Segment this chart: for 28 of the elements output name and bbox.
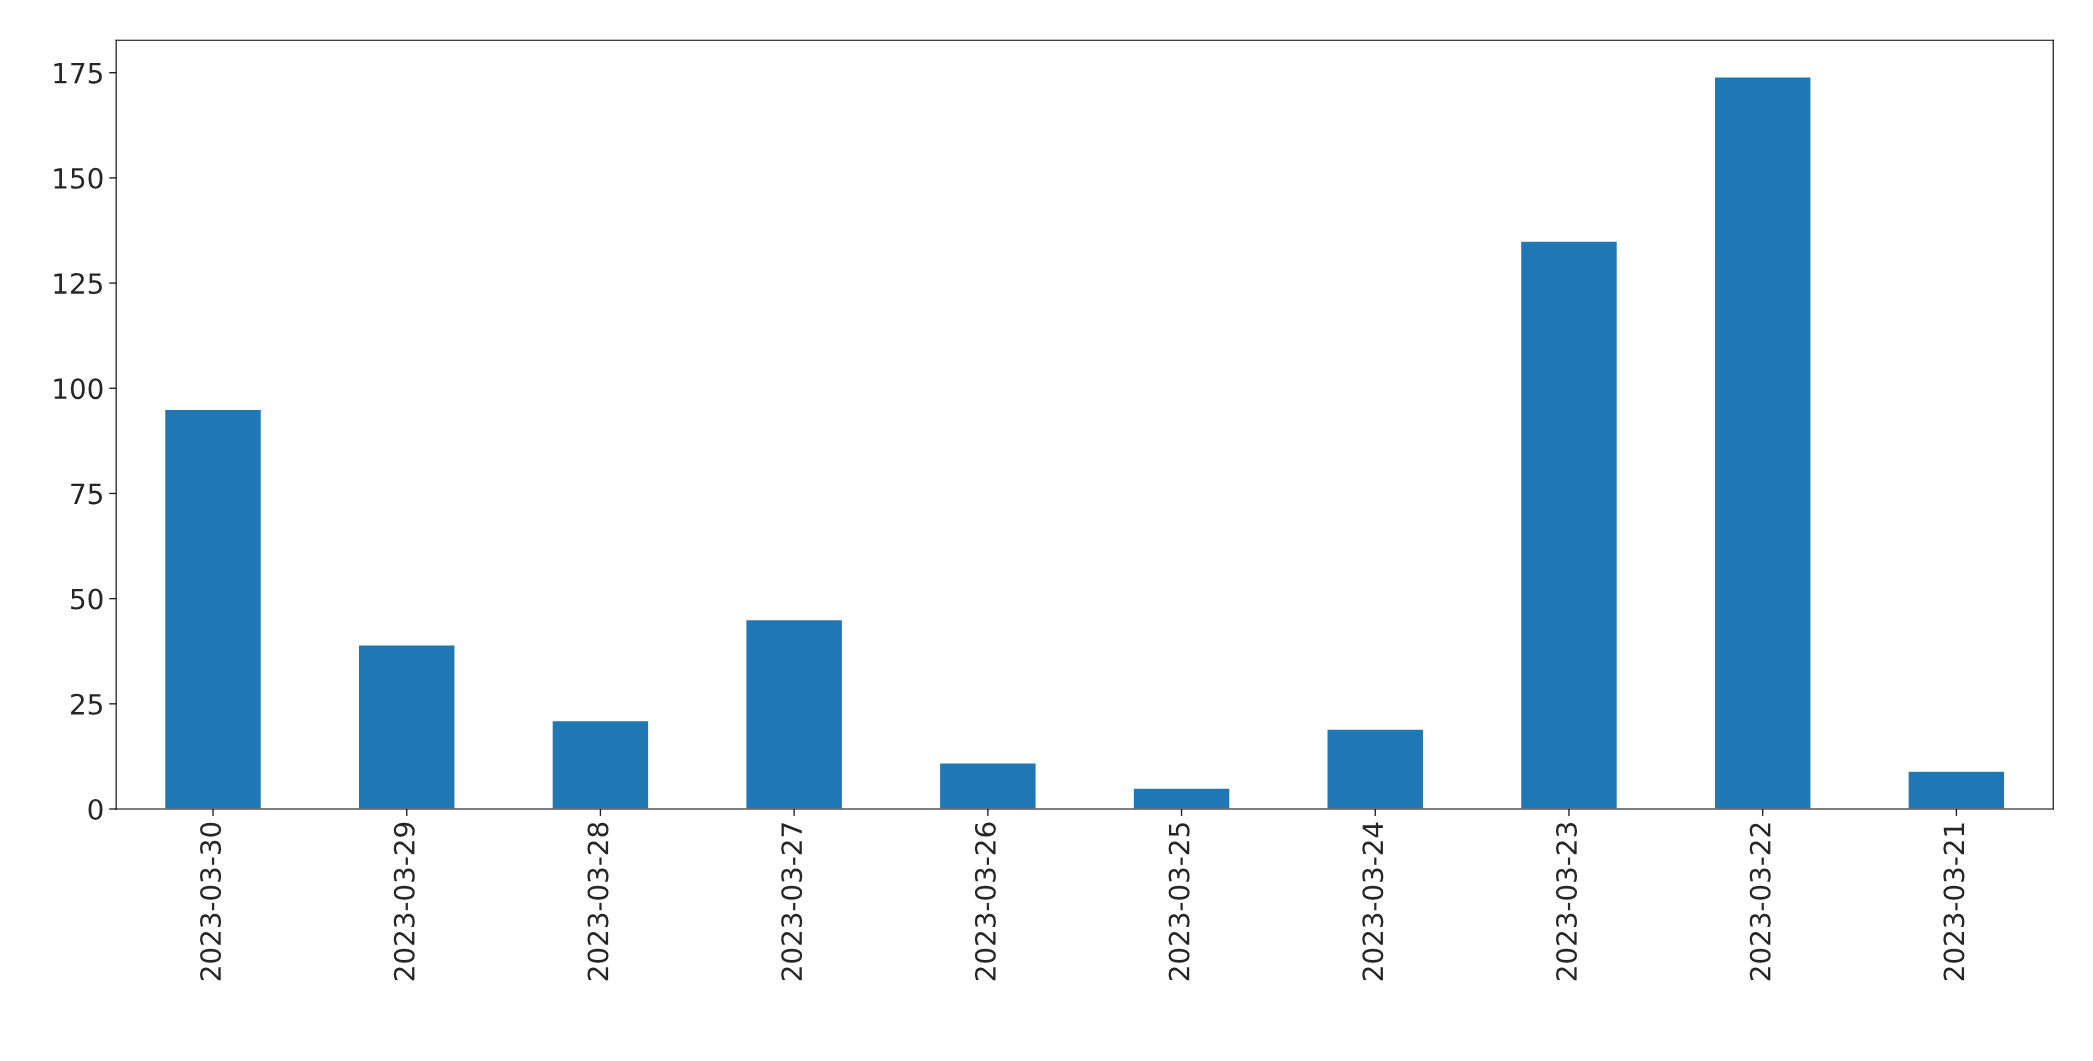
x-tick-label: 2023-03-22: [1749, 823, 1771, 981]
x-tick-label: 2023-03-29: [393, 822, 415, 981]
y-tick-label: 75: [71, 483, 102, 505]
x-tick-label: 2023-03-23: [1556, 823, 1578, 981]
bar: [1907, 770, 2006, 810]
x-tick-label: 2023-03-25: [1168, 823, 1190, 981]
y-tick-label: 175: [54, 63, 102, 84]
y-tick-label: 0: [88, 798, 103, 820]
bar: [357, 644, 456, 810]
y-tick-label: 50: [71, 588, 103, 610]
y-tick-label: 25: [71, 693, 102, 715]
bar: [1519, 240, 1619, 810]
x-tick-label: 2023-03-26: [974, 822, 996, 981]
y-tick-label: 100: [54, 378, 103, 400]
bar: [551, 719, 650, 810]
bar: [938, 762, 1037, 810]
bar: [163, 408, 263, 810]
y-tick-label: 150: [54, 167, 103, 189]
bar: [1132, 787, 1231, 810]
bar: [1713, 76, 1812, 810]
x-tick-label: 2023-03-30: [200, 822, 222, 981]
x-tick-label: 2023-03-27: [781, 823, 803, 981]
x-tick-label: 2023-03-24: [1362, 822, 1384, 981]
x-tick-label: 2023-03-28: [587, 822, 609, 981]
y-tick-label: 125: [54, 273, 102, 295]
x-tick-label: 2023-03-21: [1943, 823, 1965, 981]
bar: [1326, 728, 1425, 810]
bar: [745, 618, 844, 810]
